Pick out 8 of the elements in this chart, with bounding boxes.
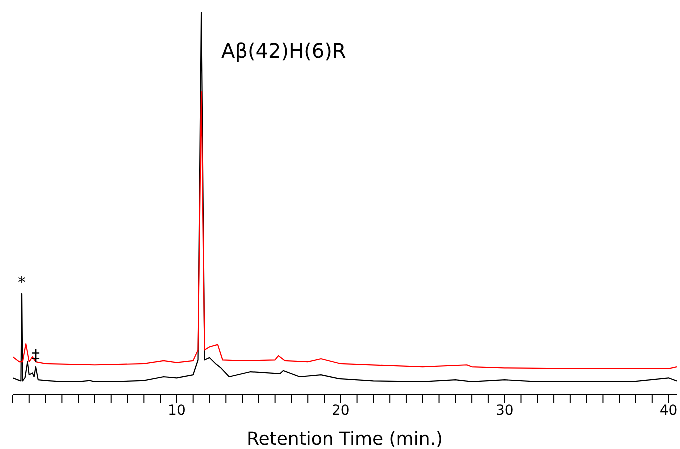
- x-axis-title: Retention Time (min.): [247, 429, 443, 449]
- annotation: *: [18, 272, 26, 292]
- annotation: ‡: [32, 346, 40, 366]
- annotation: Aβ(42)H(6)R: [222, 39, 346, 63]
- x-tick-label: 40: [660, 402, 678, 419]
- x-tick-label: 20: [332, 402, 350, 419]
- x-tick-label: 30: [496, 402, 514, 419]
- x-tick-label: 10: [168, 402, 186, 419]
